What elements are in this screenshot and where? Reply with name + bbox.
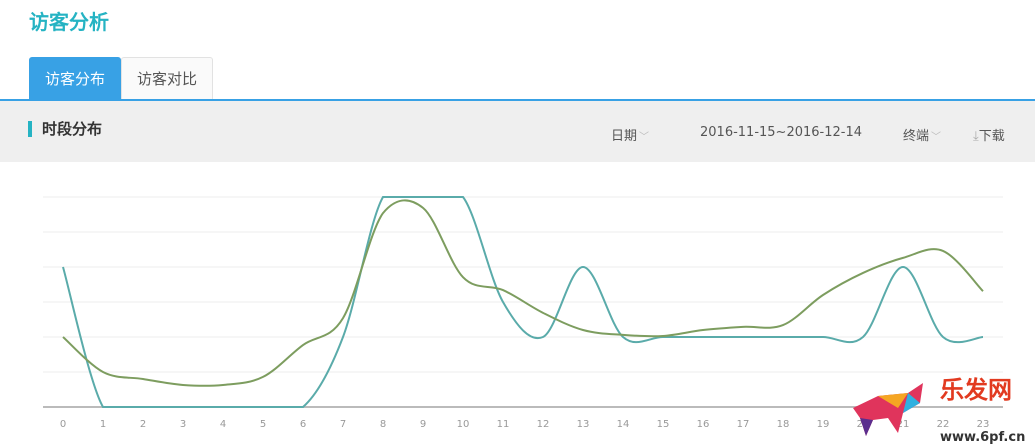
tab-bar: 访客分布 访客对比 <box>29 57 214 100</box>
chevron-down-icon: ﹀ <box>639 132 650 143</box>
tab-divider <box>0 99 1035 101</box>
x-tick-label: 1 <box>100 419 106 430</box>
download-button[interactable]: ⤓下载 <box>973 125 1005 144</box>
chevron-down-icon: ﹀ <box>931 132 942 143</box>
x-tick-label: 8 <box>380 419 386 430</box>
x-tick-label: 2 <box>140 419 146 430</box>
terminal-dropdown[interactable]: 终端 ﹀ <box>903 125 941 144</box>
x-tick-label: 7 <box>340 419 346 430</box>
date-range[interactable]: 2016-11-15~2016-12-14 <box>700 125 862 140</box>
terminal-label: 终端 <box>903 129 930 144</box>
x-tick-label: 4 <box>220 419 226 430</box>
watermark-logo: 乐发网 www.6pf.cn <box>848 376 1028 446</box>
series-line-2 <box>62 199 984 387</box>
x-tick-label: 16 <box>697 419 710 430</box>
bull-logo-icon <box>853 383 923 436</box>
download-icon: ⤓ <box>973 129 979 144</box>
page-title: 访客分析 <box>29 10 109 34</box>
x-tick-label: 9 <box>420 419 426 430</box>
watermark-url: www.6pf.cn <box>940 430 1026 445</box>
x-tick-label: 0 <box>60 419 66 430</box>
date-dropdown[interactable]: 日期 ﹀ <box>611 125 649 144</box>
x-tick-label: 5 <box>260 419 266 430</box>
x-tick-label: 18 <box>777 419 790 430</box>
x-tick-label: 14 <box>617 419 630 430</box>
x-tick-label: 10 <box>457 419 470 430</box>
x-tick-label: 21 <box>897 419 910 430</box>
x-tick-label: 17 <box>737 419 750 430</box>
download-label: 下载 <box>978 129 1005 144</box>
x-tick-label: 13 <box>577 419 590 430</box>
x-tick-label: 19 <box>817 419 830 430</box>
watermark-text: 乐发网 <box>940 375 1012 404</box>
x-tick-label: 11 <box>497 419 510 430</box>
line-chart: 01234567891011121314151617181920212223 <box>43 196 1003 430</box>
tab-visitor-comparison[interactable]: 访客对比 <box>121 57 214 100</box>
x-tick-label: 23 <box>977 419 990 430</box>
x-tick-label: 15 <box>657 419 670 430</box>
section-title: 时段分布 <box>28 121 102 137</box>
x-tick-label: 6 <box>300 419 306 430</box>
date-label: 日期 <box>611 129 638 144</box>
x-tick-label: 3 <box>180 419 186 430</box>
tab-visitor-distribution[interactable]: 访客分布 <box>29 57 122 100</box>
series-line-1 <box>62 196 984 408</box>
x-tick-label: 22 <box>937 419 950 430</box>
section-header: 时段分布 日期 ﹀ 2016-11-15~2016-12-14 终端 ﹀ ⤓下载 <box>0 101 1035 162</box>
x-tick-label: 12 <box>537 419 550 430</box>
